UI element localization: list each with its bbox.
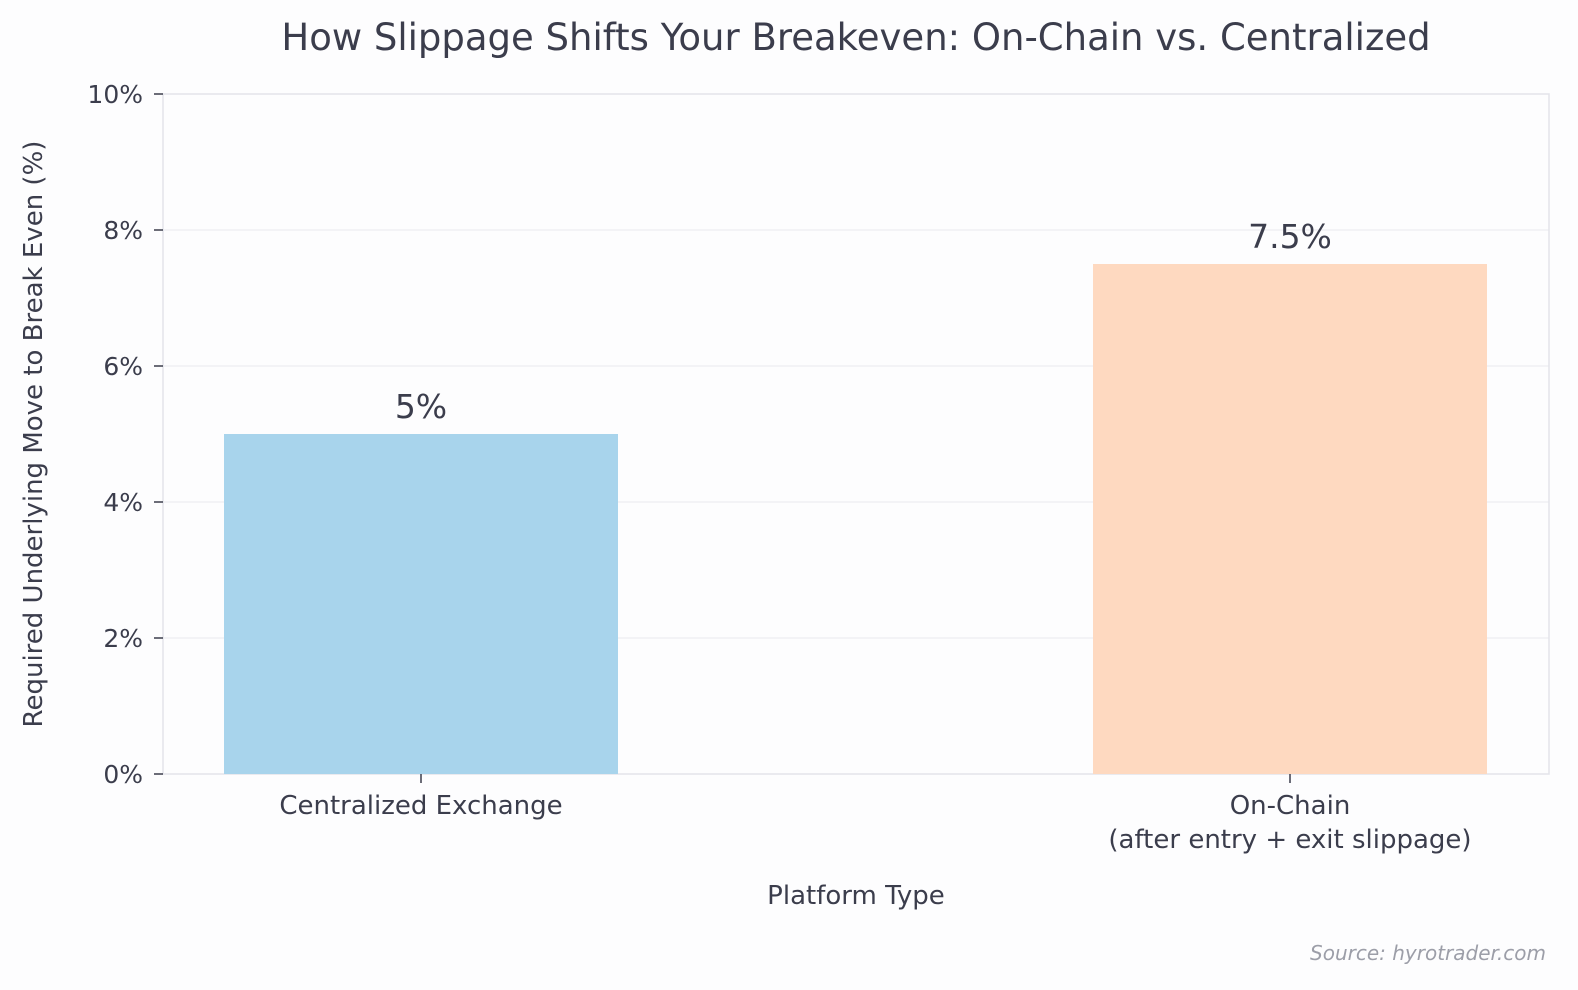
bar-value-label: 7.5% <box>1248 217 1332 256</box>
y-tick-label: 8% <box>103 216 143 245</box>
bar-value-label: 5% <box>395 387 447 426</box>
bar-centralized-exchange <box>224 434 618 774</box>
y-tick-label: 6% <box>103 352 143 381</box>
chart-title: How Slippage Shifts Your Breakeven: On-C… <box>281 16 1430 59</box>
source-note: Source: hyrotrader.com <box>1310 941 1546 965</box>
bars: 5% 7.5% <box>224 217 1487 774</box>
x-category-label: On-Chain <box>1230 791 1351 821</box>
plot-area-frame <box>162 93 1550 775</box>
y-tick-label: 10% <box>87 80 143 109</box>
x-category-label: Centralized Exchange <box>279 791 562 821</box>
y-tick-label: 0% <box>103 760 143 789</box>
x-axis-ticks: Centralized Exchange On-Chain (after entry… <box>279 774 1472 855</box>
y-tick-label: 2% <box>103 624 143 653</box>
bar-on-chain <box>1093 264 1487 774</box>
x-axis-label: Platform Type <box>767 881 945 911</box>
y-tick-label: 4% <box>103 488 143 517</box>
y-axis-label: Required Underlying Move to Break Even (… <box>19 141 49 728</box>
x-category-label: (after entry + exit slippage) <box>1108 825 1471 855</box>
y-axis-ticks: 0% 2% 4% 6% 8% 10% <box>87 80 163 789</box>
